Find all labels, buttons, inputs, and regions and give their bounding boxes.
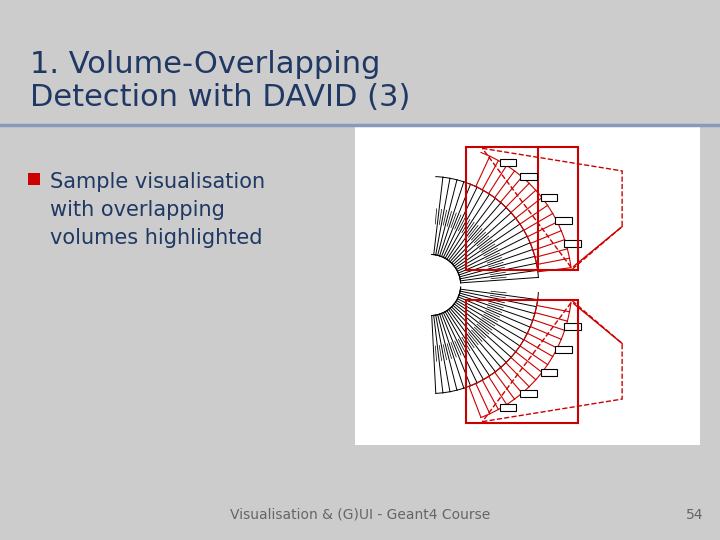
Text: 1. Volume-Overlapping: 1. Volume-Overlapping <box>30 50 380 79</box>
Text: with overlapping: with overlapping <box>50 200 225 220</box>
Bar <box>500 404 516 411</box>
Bar <box>564 240 581 247</box>
Bar <box>355 125 700 445</box>
Text: Detection with DAVID (3): Detection with DAVID (3) <box>30 83 410 112</box>
Text: volumes highlighted: volumes highlighted <box>50 228 263 248</box>
Bar <box>467 147 578 271</box>
Bar <box>467 300 578 423</box>
Text: 54: 54 <box>686 508 703 522</box>
Bar <box>520 173 536 180</box>
Bar <box>541 369 557 376</box>
Text: Visualisation & (G)UI - Geant4 Course: Visualisation & (G)UI - Geant4 Course <box>230 508 490 522</box>
Bar <box>555 217 572 224</box>
Bar <box>500 159 516 166</box>
Bar <box>28 173 40 185</box>
Bar <box>555 346 572 353</box>
Text: Sample visualisation: Sample visualisation <box>50 172 265 192</box>
Bar <box>541 194 557 201</box>
Bar <box>520 390 536 397</box>
Bar <box>564 323 581 330</box>
